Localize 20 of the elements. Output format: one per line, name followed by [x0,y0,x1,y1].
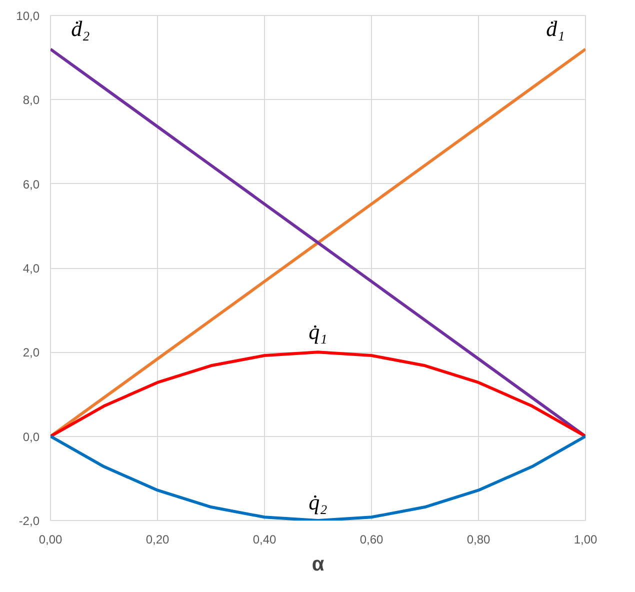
y-tick-label: 8,0 [22,93,40,108]
series-label: q̇₁ [308,319,328,344]
line-series [50,434,586,520]
series-label: q̇₂ [308,490,328,514]
line-series [50,350,586,438]
y-tick-label: 6,0 [22,177,40,192]
y-tick-label: 2,0 [22,346,40,360]
x-axis-title: α [312,554,325,576]
series-label: ḋ₂ [71,16,90,42]
y-tick-label: 0,0 [22,430,40,444]
series-label: ḋ₁ [546,16,565,42]
y-tick-label: 10,0 [16,9,40,23]
y-tick-label: -2,0 [18,514,40,528]
x-tick-label: 0,00 [38,532,63,546]
x-tick-label: 1,00 [574,532,598,546]
x-tick-label: 0,80 [466,532,491,546]
x-tick-label: 0,40 [252,532,277,546]
y-tick-label: 4,0 [22,262,40,276]
x-tick-label: 0,20 [146,532,170,546]
x-tick-label: 0,60 [360,532,384,546]
